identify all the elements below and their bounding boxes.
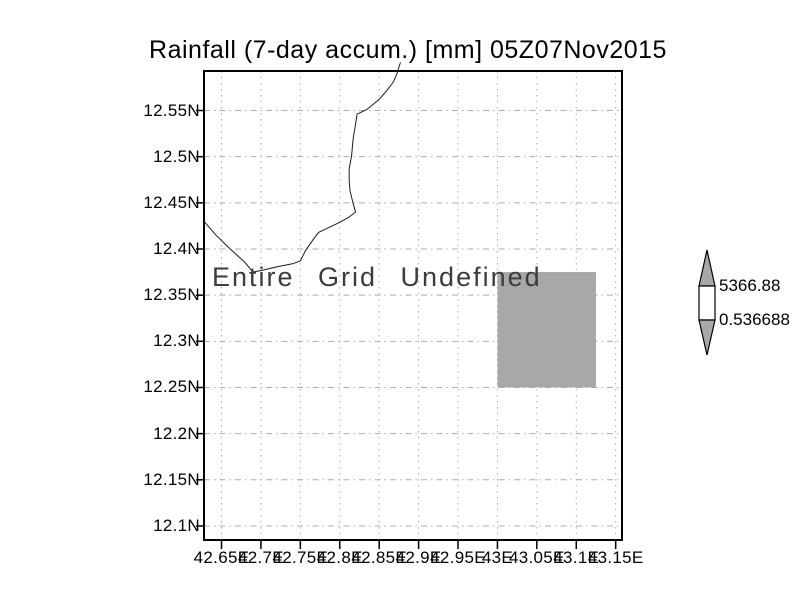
colorbar-max-label: 5366.88 xyxy=(719,276,781,295)
y-tick-label: 12.5N xyxy=(153,146,200,166)
y-tick-label: 12.1N xyxy=(153,515,200,535)
y-tick-label: 12.25N xyxy=(143,377,200,397)
y-tick-label: 12.15N xyxy=(143,469,200,489)
x-tick-label: 43.1E xyxy=(553,548,600,567)
colorbar-body xyxy=(698,285,716,321)
y-tick-label: 12.3N xyxy=(153,331,200,351)
y-tick-label: 12.4N xyxy=(153,238,200,258)
colorbar-down-triangle xyxy=(698,319,716,356)
colorbar-min-label: 0.536688 xyxy=(719,310,790,329)
chart-title: Rainfall (7-day accum.) [mm] 05Z07Nov201… xyxy=(149,36,667,64)
undefined-cell-rect xyxy=(497,272,596,388)
undefined-grid-message: Entire Grid Undefined xyxy=(212,262,542,292)
x-tick-label: 43.15E xyxy=(587,548,644,567)
x-tick-label: 42.7E xyxy=(237,548,284,567)
y-tick-label: 12.35N xyxy=(143,285,200,305)
x-tick-label: 42.75E xyxy=(272,548,329,567)
x-tick-label: 42.8E xyxy=(316,548,363,567)
x-tick-label: 42.9E xyxy=(395,548,442,567)
y-tick-label: 12.55N xyxy=(143,100,200,120)
x-tick-label: 43E xyxy=(481,548,513,567)
x-tick-label: 43.05E xyxy=(509,548,565,567)
plot-frame xyxy=(203,70,623,541)
y-tick-label: 12.45N xyxy=(143,192,200,212)
colorbar-arrow xyxy=(698,249,716,356)
colorbar-up-triangle xyxy=(698,249,716,287)
tick-marks xyxy=(196,109,617,549)
x-tick-label: 42.85E xyxy=(351,548,408,567)
x-tick-label: 42.65E xyxy=(193,548,250,567)
x-tick-label: 42.95E xyxy=(430,548,486,567)
coastline-path xyxy=(203,62,401,273)
y-tick-label: 12.2N xyxy=(153,423,200,443)
